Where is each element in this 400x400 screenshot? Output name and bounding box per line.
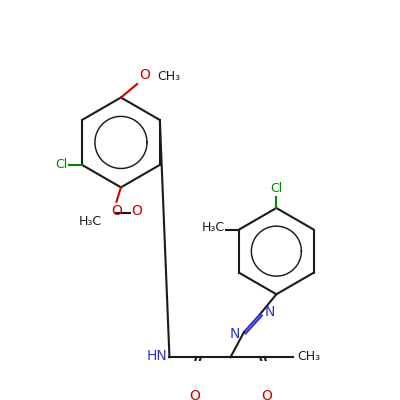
Text: HN: HN [147,349,168,363]
Text: O: O [132,204,142,218]
Text: Cl: Cl [270,182,282,196]
Text: CH₃: CH₃ [157,70,180,83]
Text: CH₃: CH₃ [297,350,320,363]
Text: H₃C: H₃C [202,221,225,234]
Text: O: O [111,204,122,218]
Text: Cl: Cl [56,158,68,171]
Text: H₃C: H₃C [79,215,102,228]
Text: N: N [265,305,275,319]
Text: O: O [189,388,200,400]
Text: O: O [261,388,272,400]
Text: N: N [229,327,240,341]
Text: O: O [139,68,150,82]
